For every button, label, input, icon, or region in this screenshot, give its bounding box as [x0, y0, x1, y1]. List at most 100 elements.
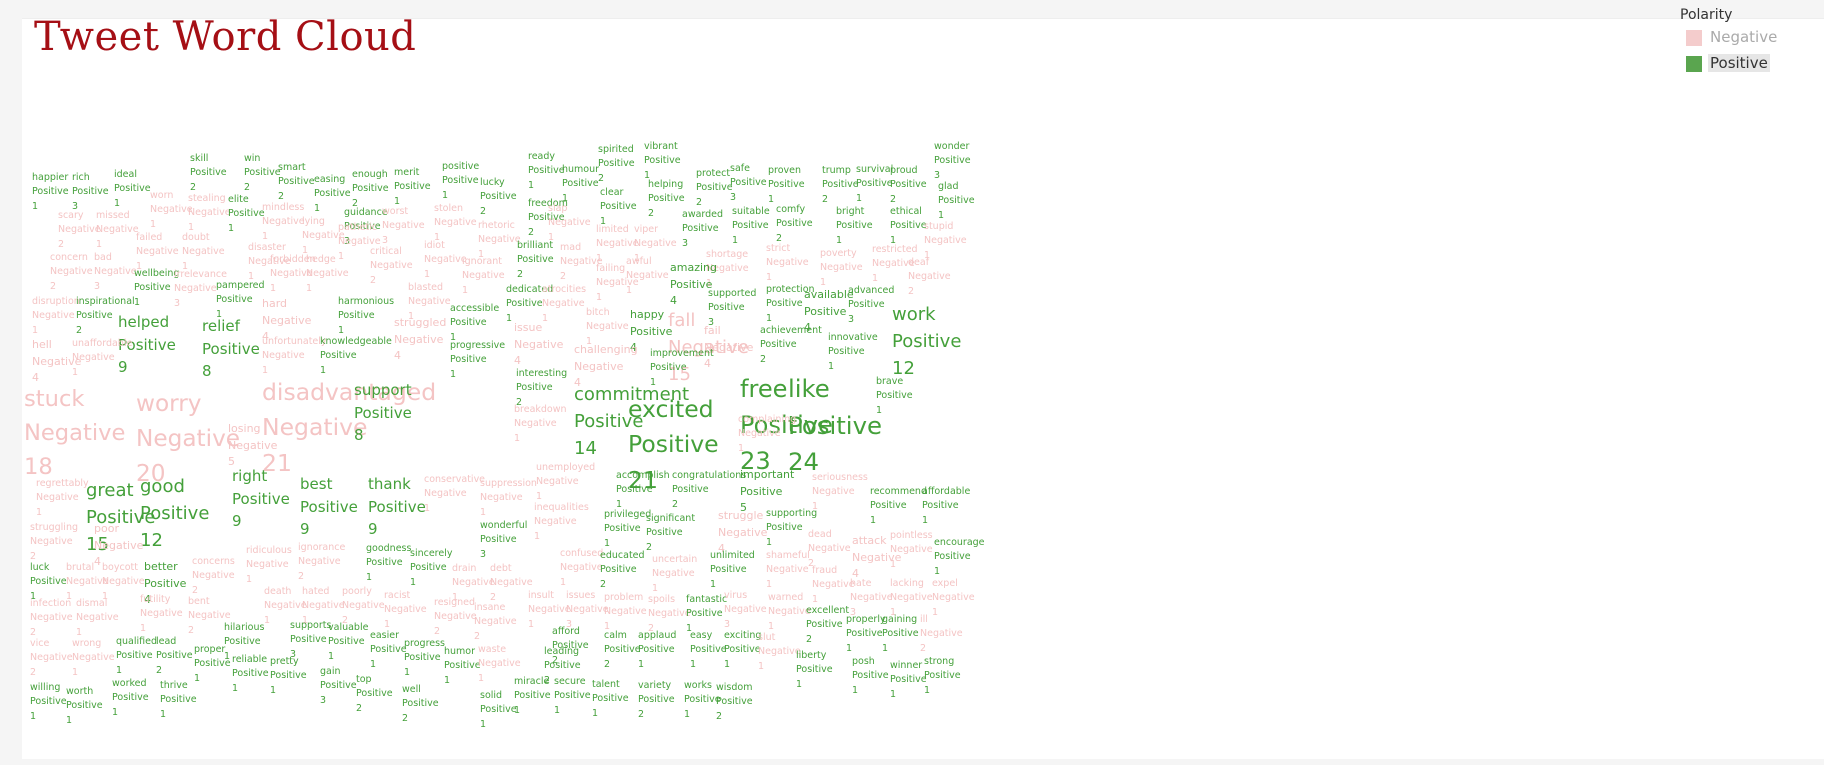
word-ready[interactable]: ready Positive 1 — [528, 150, 565, 193]
word-atrocities[interactable]: atrocities Negative 1 — [542, 283, 586, 326]
word-poorly[interactable]: poorly Negative 2 — [342, 585, 385, 628]
word-fraud[interactable]: fraud Negative 1 — [812, 564, 855, 607]
word-like[interactable]: like Positive 24 — [788, 371, 882, 481]
word-win[interactable]: win Positive 2 — [244, 152, 281, 195]
word-waste[interactable]: waste Negative 1 — [478, 643, 521, 686]
word-ideal[interactable]: ideal Positive 1 — [114, 168, 151, 211]
word-proper[interactable]: proper Positive 1 — [194, 643, 231, 686]
word-hedge[interactable]: hedge Negative 1 — [306, 253, 349, 296]
word-spirited[interactable]: spirited Positive 2 — [598, 143, 635, 186]
word-awful[interactable]: awful Negative 1 — [626, 255, 669, 298]
word-properly[interactable]: properly Positive 1 — [846, 613, 886, 656]
word-humor[interactable]: humor Positive 1 — [444, 645, 481, 688]
word-blasted[interactable]: blasted Negative 1 — [408, 281, 451, 324]
word-glad[interactable]: glad Positive 1 — [938, 180, 975, 223]
word-poverty[interactable]: poverty Negative 1 — [820, 247, 863, 290]
word-complaining[interactable]: complaining Negative 1 — [738, 413, 796, 456]
word-ethical[interactable]: ethical Positive 1 — [890, 205, 927, 248]
word-knowledgeable[interactable]: knowledgeable Positive 1 — [320, 335, 392, 378]
word-work[interactable]: work Positive 12 — [892, 301, 961, 382]
word-bad[interactable]: bad Negative 3 — [94, 251, 137, 294]
word-easy[interactable]: easy Positive 1 — [690, 629, 727, 672]
word-privileged[interactable]: privileged Positive 1 — [604, 508, 651, 551]
word-racist[interactable]: racist Negative 1 — [384, 589, 427, 632]
word-drain[interactable]: drain Negative 1 — [452, 562, 495, 605]
word-viper[interactable]: viper Negative 1 — [634, 223, 677, 266]
word-failed[interactable]: failed Negative 1 — [136, 231, 179, 274]
word-innovative[interactable]: innovative Positive 1 — [828, 331, 878, 374]
word-vibrant[interactable]: vibrant Positive 1 — [644, 140, 681, 183]
word-inspirational[interactable]: inspirational Positive 2 — [76, 295, 135, 338]
word-worked[interactable]: worked Positive 1 — [112, 677, 149, 720]
word-relief[interactable]: relief Positive 8 — [202, 315, 260, 383]
word-educated[interactable]: educated Positive 2 — [600, 549, 645, 592]
word-winner[interactable]: winner Positive 1 — [890, 659, 927, 702]
word-challenging[interactable]: challenging Negative 4 — [574, 342, 638, 392]
word-good[interactable]: good Positive 12 — [140, 473, 209, 554]
word-shameful[interactable]: shameful Negative 1 — [766, 549, 810, 592]
word-happy[interactable]: happy Positive 4 — [630, 307, 672, 357]
word-poor[interactable]: poor Negative 4 — [94, 521, 143, 571]
word-exciting[interactable]: exciting Positive 1 — [724, 629, 761, 672]
word-merit[interactable]: merit Positive 1 — [394, 166, 431, 209]
word-best[interactable]: best Positive 9 — [300, 473, 358, 541]
word-reliable[interactable]: reliable Positive 1 — [232, 653, 269, 696]
word-confused[interactable]: confused Negative 1 — [560, 547, 603, 590]
word-lacking[interactable]: lacking Negative 1 — [890, 577, 933, 620]
word-rhetoric[interactable]: rhetoric Negative 1 — [478, 219, 521, 262]
word-dismal[interactable]: dismal Negative 1 — [76, 597, 119, 640]
word-brutal[interactable]: brutal Negative 1 — [66, 561, 109, 604]
word-smart[interactable]: smart Positive 2 — [278, 161, 315, 204]
word-mindless[interactable]: mindless Negative 1 — [262, 201, 305, 244]
word-issues[interactable]: issues Negative 3 — [566, 589, 609, 632]
word-freedom[interactable]: freedom Positive 2 — [528, 197, 568, 240]
word-strict[interactable]: strict Negative 1 — [766, 242, 809, 285]
word-strong[interactable]: strong Positive 1 — [924, 655, 961, 698]
word-survival[interactable]: survival Positive 1 — [856, 163, 893, 206]
word-proud[interactable]: proud Positive 2 — [890, 164, 927, 207]
word-worry[interactable]: worry Negative 20 — [136, 387, 240, 491]
word-unemployed[interactable]: unemployed Negative 1 — [536, 461, 595, 504]
word-critical[interactable]: critical Negative 2 — [370, 245, 413, 288]
word-qualified[interactable]: qualified Positive 1 — [116, 635, 157, 678]
word-debt[interactable]: debt Negative 2 — [490, 562, 533, 605]
word-encourage[interactable]: encourage Positive 1 — [934, 536, 985, 579]
word-excellent[interactable]: excellent Positive 2 — [806, 604, 849, 647]
word-valuable[interactable]: valuable Positive 1 — [328, 621, 368, 664]
word-liberty[interactable]: liberty Positive 1 — [796, 649, 833, 692]
word-hilarious[interactable]: hilarious Positive 1 — [224, 621, 264, 664]
word-attack[interactable]: attack Negative 4 — [852, 533, 901, 583]
word-great[interactable]: great Positive 15 — [86, 477, 155, 558]
word-elite[interactable]: elite Positive 1 — [228, 193, 265, 236]
word-forbidden[interactable]: forbidden Negative 1 — [270, 253, 316, 296]
word-breakdown[interactable]: breakdown Negative 1 — [514, 403, 567, 446]
word-thank[interactable]: thank Positive 9 — [368, 473, 426, 541]
word-pathetic[interactable]: pathetic Negative 1 — [338, 221, 381, 264]
word-stolen[interactable]: stolen Negative 1 — [434, 202, 477, 245]
word-fail[interactable]: fail Negative 4 — [704, 323, 753, 373]
word-talent[interactable]: talent Positive 1 — [592, 678, 629, 721]
word-mad[interactable]: mad Negative 2 — [560, 241, 603, 284]
word-skill[interactable]: skill Positive 2 — [190, 152, 227, 195]
word-proven[interactable]: proven Positive 1 — [768, 164, 805, 207]
word-miracle[interactable]: miracle Positive 1 — [514, 675, 551, 718]
word-worn[interactable]: worn Negative 1 — [150, 189, 193, 232]
word-dedicated[interactable]: dedicated Positive 1 — [506, 283, 553, 326]
word-right[interactable]: right Positive 9 — [232, 465, 290, 533]
word-pampered[interactable]: pampered Positive 1 — [216, 279, 265, 322]
word-pointless[interactable]: pointless Negative 1 — [890, 529, 933, 572]
word-regrettably[interactable]: regrettably Negative 1 — [36, 477, 89, 520]
word-positive[interactable]: positive Positive 1 — [442, 160, 479, 203]
word-ignorant[interactable]: ignorant Negative 1 — [462, 255, 505, 298]
word-bright[interactable]: bright Positive 1 — [836, 205, 873, 248]
word-amazing[interactable]: amazing Positive 4 — [670, 260, 717, 310]
word-hated[interactable]: hated Negative 1 — [302, 585, 345, 628]
word-suppression[interactable]: suppression Negative 1 — [480, 477, 537, 520]
word-restricted[interactable]: restricted Negative 1 — [872, 243, 918, 286]
word-missed[interactable]: missed Negative 1 — [96, 209, 139, 252]
word-uncertain[interactable]: uncertain Negative 1 — [652, 553, 697, 596]
word-ill[interactable]: ill Negative 2 — [920, 613, 963, 656]
word-wellbeing[interactable]: wellbeing Positive 1 — [134, 267, 179, 310]
word-applaud[interactable]: applaud Positive 1 — [638, 629, 676, 672]
word-easing[interactable]: easing Positive 1 — [314, 173, 351, 216]
